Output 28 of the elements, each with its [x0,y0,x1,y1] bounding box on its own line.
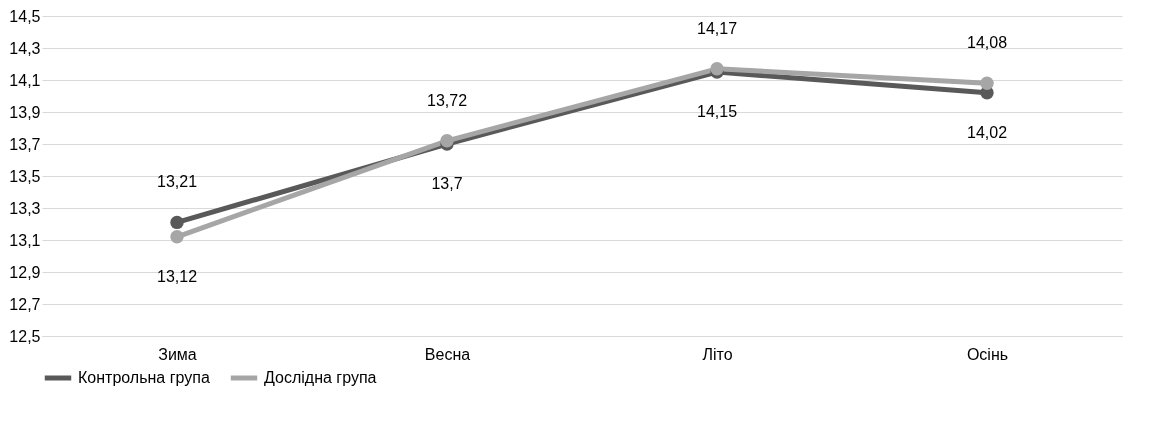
legend-label: Дослідна група [264,369,377,386]
data-label: 13,21 [156,173,198,191]
y-tick-label: 13,7 [9,135,41,153]
point [170,230,184,244]
y-tick-label: 13,5 [9,167,41,185]
y-tick-label: 14,5 [9,7,41,25]
x-tick-label: Літо [702,345,733,363]
y-tick-label: 12,5 [9,327,41,345]
y-tick-label: 12,9 [9,263,41,281]
legend-label: Контрольна група [78,369,210,386]
y-tick-label: 12,7 [9,295,41,313]
x-tick-label: Зима [158,345,197,363]
data-label: 13,12 [156,267,198,285]
y-tick-label: 13,9 [9,103,41,121]
data-label: 14,02 [966,123,1008,141]
y-tick-label: 14,3 [9,39,41,57]
data-label: 14,15 [696,103,738,120]
point [170,215,184,230]
data-label: 13,7 [431,175,463,192]
point [980,76,994,90]
data-label: 14,17 [696,19,738,37]
y-tick-label: 14,1 [9,71,41,89]
data-label: 13,72 [426,91,468,109]
data-label: 14,08 [966,34,1008,52]
x-tick-label: Весна [424,345,471,363]
y-tick-label: 13,3 [9,199,41,217]
x-tick-label: Осінь [966,345,1009,363]
y-tick-label: 13,1 [9,231,41,249]
